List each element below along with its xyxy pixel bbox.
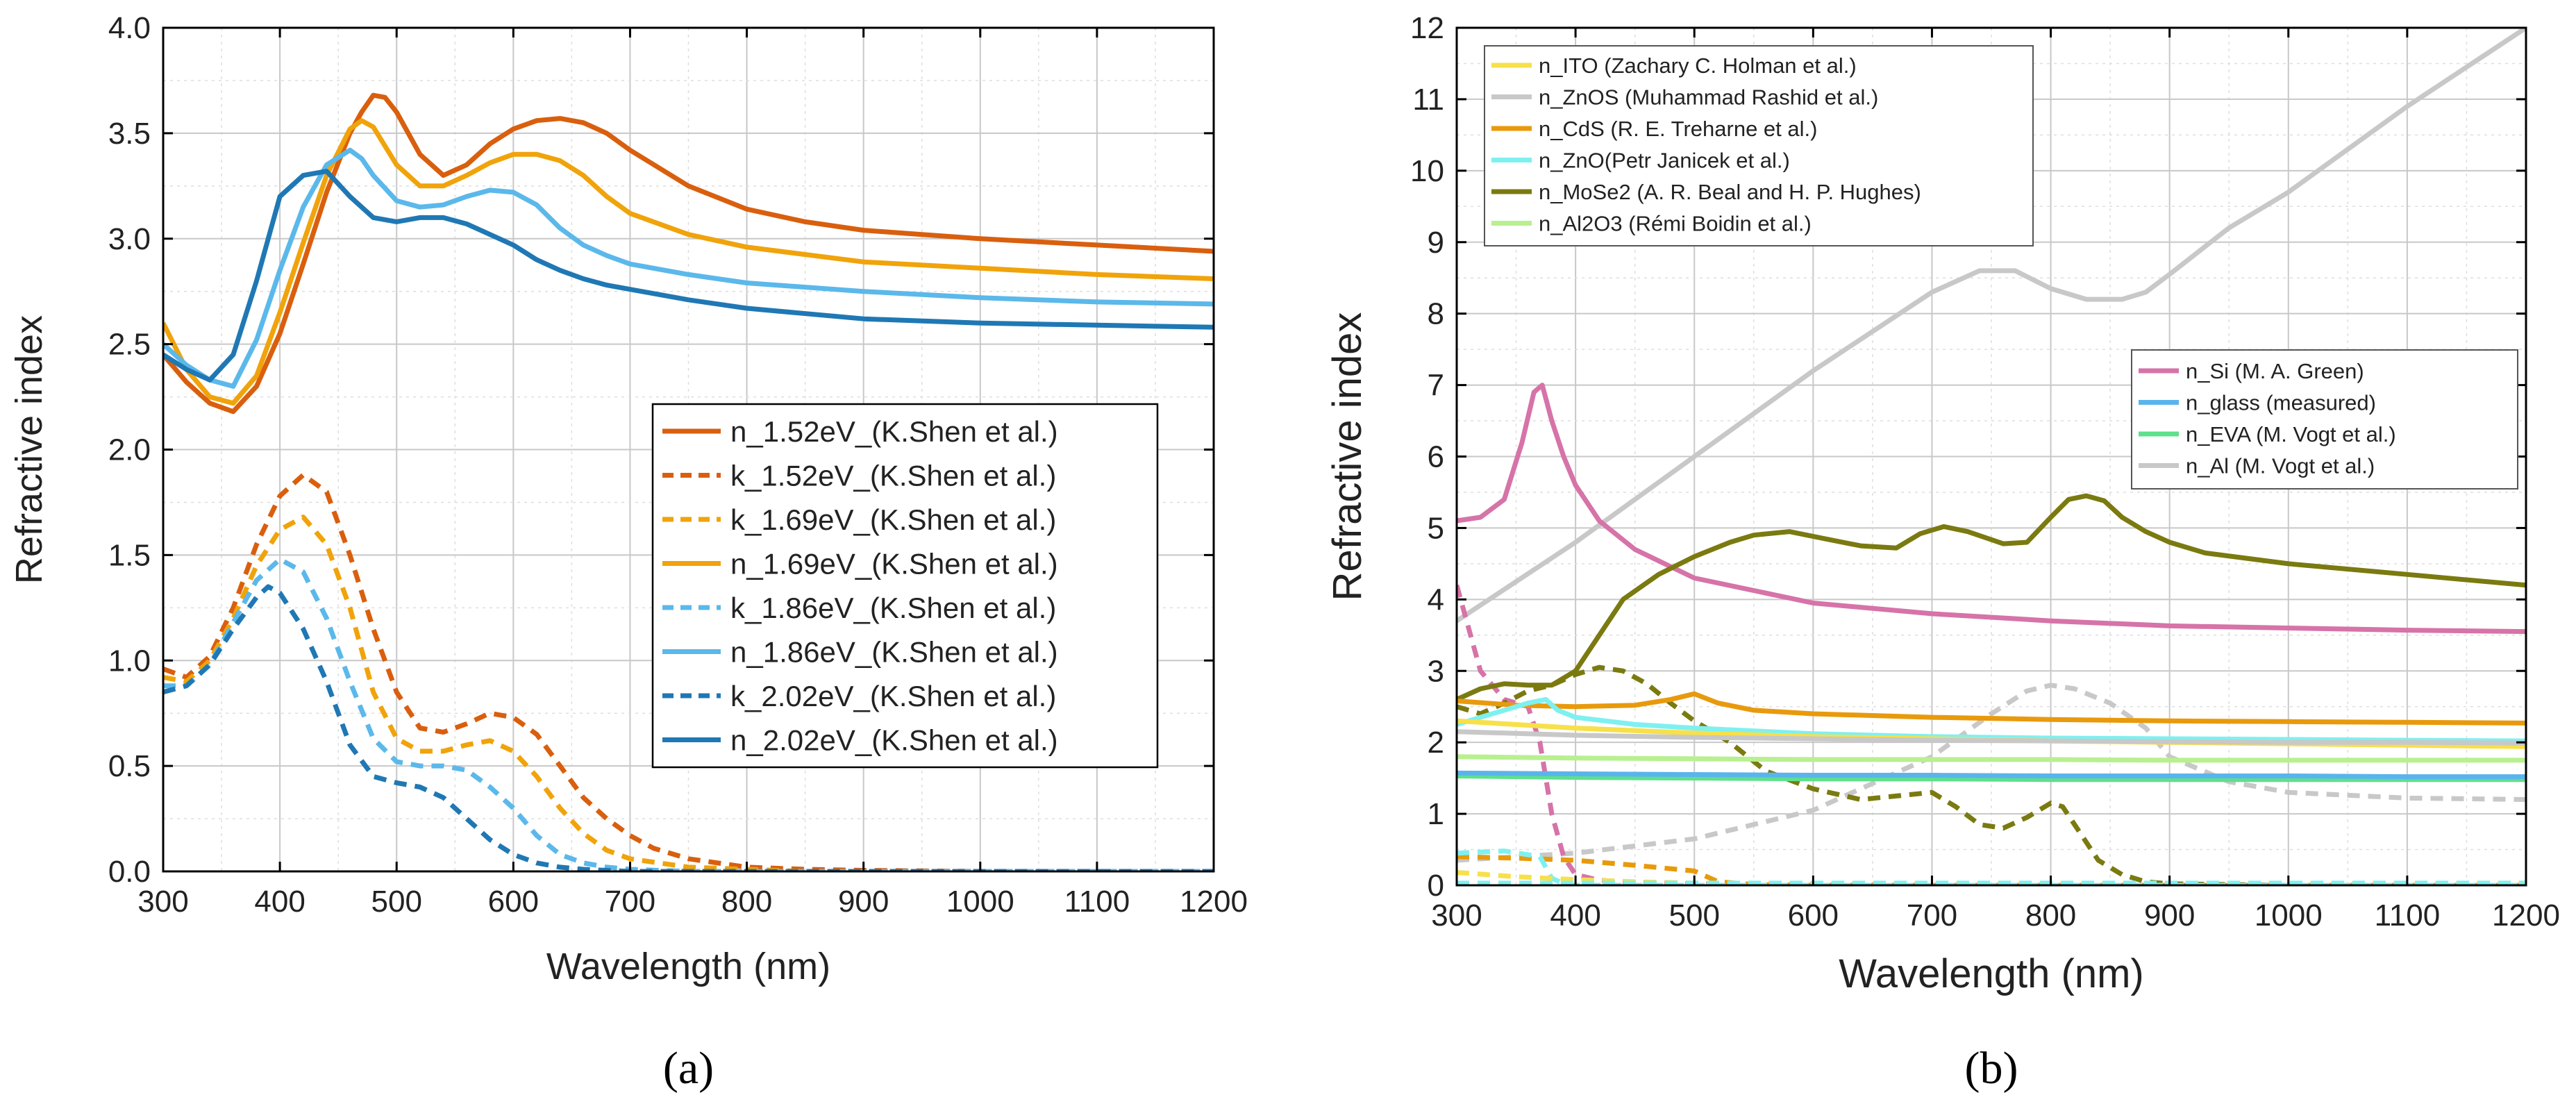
y-tick-label: 7	[1428, 369, 1444, 403]
y-tick-label: 0.0	[108, 855, 151, 889]
legend-label: n_ZnO(Petr Janicek et al.)	[1539, 149, 1790, 173]
legend-label: n_Si (M. A. Green)	[2186, 359, 2364, 383]
legend-box	[1484, 45, 2034, 246]
x-tick-label: 700	[1907, 898, 1957, 932]
legend-label: n_2.02eV_(K.Shen et al.)	[730, 724, 1058, 757]
legend-label: k_2.02eV_(K.Shen et al.)	[730, 680, 1056, 712]
y-tick-label: 1.5	[108, 538, 151, 572]
legend-label: k_1.69eV_(K.Shen et al.)	[730, 503, 1056, 536]
x-tick-label: 1100	[1064, 885, 1130, 919]
y-tick-label: 0.5	[108, 749, 151, 783]
y-tick-label: 4.0	[108, 11, 151, 45]
series-line-k-zno	[1457, 848, 2526, 885]
series-line-k-ito	[1457, 870, 2526, 885]
axes-ticks: 300 400 500 600 700 800 900 1000 1100 12000123456…	[1410, 11, 2560, 932]
x-tick-label: 500	[1669, 898, 1720, 932]
x-axis-label: Wavelength (nm)	[1839, 951, 2143, 996]
legend-box	[2131, 349, 2518, 490]
y-tick-label: 6	[1428, 440, 1444, 474]
series-line-k-mose2	[1457, 664, 2526, 885]
series-line-k-al	[1457, 683, 2526, 863]
x-tick-label: 300	[137, 885, 188, 919]
panel-label: (a)	[663, 1043, 714, 1094]
x-tick-label: 400	[254, 885, 305, 919]
series-line-n-al	[1457, 28, 2526, 624]
y-tick-label: 2.0	[108, 433, 151, 467]
x-tick-label: 1200	[1180, 885, 1248, 919]
series-line-n-1-86ev-k-shen-et-al-	[163, 147, 1214, 389]
x-tick-label: 900	[838, 885, 889, 919]
x-tick-label: 800	[721, 885, 772, 919]
x-tick-label: 600	[1788, 898, 1839, 932]
x-tick-label: 1200	[2492, 898, 2560, 932]
y-tick-label: 4	[1428, 583, 1444, 617]
x-tick-label: 1000	[2255, 898, 2323, 932]
legend-label: k_1.86eV_(K.Shen et al.)	[730, 592, 1056, 624]
legend-a: n_1.52eV_(K.Shen et al.) k_1.52eV_(K.Shen…	[651, 403, 1159, 769]
y-tick-label: 3.5	[108, 117, 151, 151]
y-tick-label: 1	[1428, 797, 1444, 831]
x-axis-label: Wavelength (nm)	[546, 946, 830, 987]
y-tick-label: 12	[1410, 11, 1444, 45]
y-tick-label: 10	[1410, 154, 1444, 188]
x-tick-label: 1100	[2375, 898, 2441, 932]
legend-box	[651, 403, 1159, 769]
series-line-k-1-52ev-k-shen-et-al-	[163, 472, 1214, 871]
legend-label: n_Al (M. Vogt et al.)	[2186, 454, 2375, 478]
x-tick-label: 300	[1431, 898, 1482, 932]
y-tick-label: 1.0	[108, 644, 151, 678]
chart-b: 300 400 500 600 700 800 900 1000 1100 12000123456…	[1325, 11, 2560, 1094]
chart-a: 300 400 500 600 700 800 900 1000 1100 1200 0.0 0.5 1…	[8, 11, 1248, 1094]
y-tick-label: 8	[1428, 297, 1444, 331]
axes-ticks: 300 400 500 600 700 800 900 1000 1100 1200 0.0 0.5 1…	[108, 11, 1248, 919]
series-line-n-glass	[1457, 770, 2526, 780]
x-tick-label: 1000	[946, 885, 1014, 919]
series-line-k-cds	[1457, 854, 2526, 885]
y-tick-label: 3	[1428, 654, 1444, 688]
x-tick-label: 500	[371, 885, 422, 919]
series-line-n-cds	[1457, 691, 2526, 726]
y-tick-label: 2.5	[108, 328, 151, 362]
y-tick-label: 0	[1428, 869, 1444, 903]
x-tick-label: 900	[2144, 898, 2195, 932]
legend-label: n_1.69eV_(K.Shen et al.)	[730, 548, 1058, 580]
series-line-n-1-69ev-k-shen-et-al-	[163, 118, 1214, 406]
y-tick-label: 3.0	[108, 222, 151, 256]
legend-b-mid: n_Si (M. A. Green) n_glass (measured) n_EV…	[2131, 349, 2518, 490]
y-tick-label: 11	[1412, 83, 1444, 117]
legend-label: n_1.52eV_(K.Shen et al.)	[730, 415, 1058, 448]
legend-label: n_1.86eV_(K.Shen et al.)	[730, 636, 1058, 669]
legend-label: n_glass (measured)	[2186, 391, 2376, 415]
legend-label: n_ZnOS (Muhammad Rashid et al.)	[1539, 85, 1878, 110]
series-line-n-eva	[1457, 773, 2526, 783]
x-tick-label: 400	[1550, 898, 1600, 932]
series-line-k-1-69ev-k-shen-et-al-	[163, 515, 1214, 871]
legend-label: n_CdS (R. E. Treharne et al.)	[1539, 117, 1817, 141]
x-tick-label: 800	[2025, 898, 2076, 932]
series-line-n-zno	[1457, 696, 2526, 744]
legend-label: n_MoSe2 (A. R. Beal and H. P. Hughes)	[1539, 180, 1921, 204]
series-line-n-2-02ev-k-shen-et-al-	[163, 169, 1214, 383]
legend-label: n_EVA (M. Vogt et al.)	[2186, 422, 2396, 446]
series-line-n-1-52ev-k-shen-et-al-	[163, 92, 1214, 415]
y-tick-label: 9	[1428, 226, 1444, 260]
legend-label: n_Al2O3 (Rémi Boidin et al.)	[1539, 212, 1812, 236]
panel-label: (b)	[1965, 1043, 2018, 1094]
y-tick-label: 2	[1428, 726, 1444, 760]
legend-label: k_1.52eV_(K.Shen et al.)	[730, 460, 1056, 492]
series-line-n-si	[1457, 383, 2526, 635]
series-line-n-znos	[1457, 729, 2526, 746]
x-tick-label: 600	[488, 885, 539, 919]
series-line-n-al2o3	[1457, 754, 2526, 763]
y-tick-label: 5	[1428, 511, 1444, 545]
y-axis-label: Refractive index	[1325, 312, 1370, 601]
legend-label: n_ITO (Zachary C. Holman et al.)	[1539, 53, 1857, 78]
x-tick-label: 700	[605, 885, 655, 919]
y-axis-label: Refractive index	[8, 315, 50, 584]
series-line-n-mose2	[1457, 493, 2526, 702]
legend-b-top: n_ITO (Zachary C. Holman et al.) n_ZnOS (…	[1484, 45, 2034, 246]
